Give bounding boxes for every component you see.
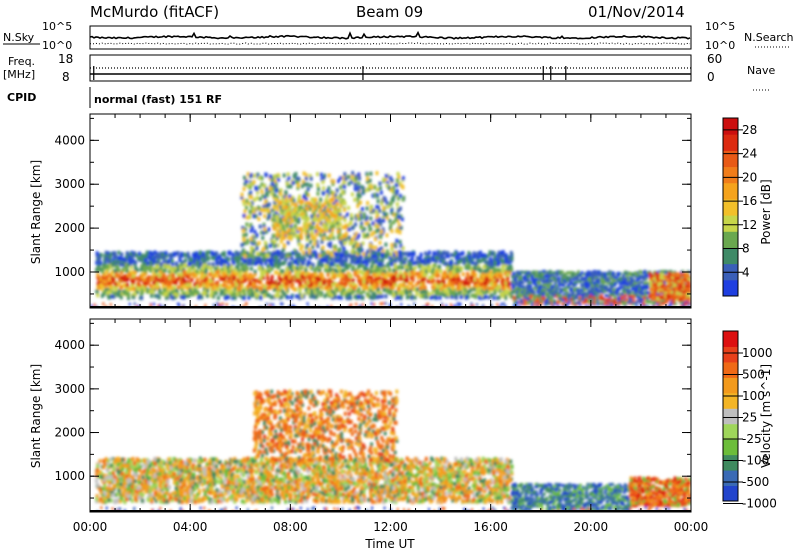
- power-ylabel: Slant Range [km]: [29, 160, 43, 264]
- colorbar-tick-label: -500: [742, 475, 769, 489]
- nsearch-tick-bottom: 10^0: [705, 39, 735, 52]
- colorbar-tick-label: 20: [742, 170, 757, 184]
- power-colorbar-label: Power [dB]: [759, 179, 773, 244]
- beam-title: Beam 09: [356, 3, 423, 21]
- nsearch-tick-top: 10^5: [705, 20, 735, 33]
- colorbar-tick-label: 28: [742, 123, 757, 137]
- y-tick-label: 4000: [54, 133, 85, 147]
- date-title: 01/Nov/2014: [588, 3, 685, 21]
- x-tick-label: 00:00: [674, 520, 709, 534]
- power-panel: 1000 2000 3000 4000: [54, 114, 692, 311]
- colorbar-tick-label: 8: [742, 242, 750, 256]
- y-tick-label: 4000: [54, 338, 85, 352]
- colorbar-tick-label: 24: [742, 147, 757, 161]
- y-tick-label: 1000: [54, 265, 85, 279]
- colorbar-tick-label: 25: [742, 411, 757, 425]
- nsky-tick-bottom: 10^0: [42, 39, 72, 52]
- velocity-colorbar-label: Velocity [m s^-1]: [759, 364, 773, 468]
- velocity-panel: 1000 2000 3000 4000: [54, 319, 692, 515]
- freq-panel: [90, 55, 691, 81]
- x-tick-label: 12:00: [373, 520, 408, 534]
- nsky-panel: [90, 26, 691, 49]
- nsky-tick-top: 10^5: [42, 20, 72, 33]
- velocity-ylabel: Slant Range [km]: [29, 364, 43, 468]
- x-tick-label: 16:00: [473, 520, 508, 534]
- y-tick-label: 2000: [54, 426, 85, 440]
- nave-tick-bottom: 0: [707, 70, 715, 84]
- cpid-label: CPID: [7, 91, 36, 104]
- colorbar-tick-label: 16: [742, 194, 757, 208]
- power-colorbar: 4 8 12 16 20 24 28: [723, 118, 757, 297]
- y-tick-label: 3000: [54, 382, 85, 396]
- colorbar-tick-label: 12: [742, 218, 757, 232]
- nsearch-label: N.Search: [744, 31, 794, 44]
- nave-label: Nave: [747, 64, 775, 77]
- station-title: McMurdo (fitACF): [90, 3, 219, 21]
- freq-unit-label: [MHz]: [3, 68, 35, 81]
- nave-tick-top: 60: [707, 52, 722, 66]
- x-tick-label: 00:00: [73, 520, 108, 534]
- nsky-label: N.Sky: [3, 31, 35, 44]
- cpid-text: normal (fast) 151 RF: [94, 93, 222, 106]
- y-tick-label: 3000: [54, 177, 85, 191]
- y-tick-label: 2000: [54, 221, 85, 235]
- freq-label: Freq.: [8, 55, 35, 68]
- colorbar-tick-label: 1000: [742, 346, 773, 360]
- freq-tick-top: 18: [58, 52, 73, 66]
- x-tick-label: 20:00: [574, 520, 609, 534]
- x-tick-label: 08:00: [273, 520, 308, 534]
- freq-tick-bottom: 8: [62, 70, 70, 84]
- colorbar-tick-label: -1000: [742, 497, 777, 511]
- y-tick-label: 1000: [54, 469, 85, 483]
- x-tick-label: 04:00: [173, 520, 208, 534]
- x-axis-label: Time UT: [364, 537, 415, 551]
- colorbar-tick-label: 4: [742, 265, 750, 279]
